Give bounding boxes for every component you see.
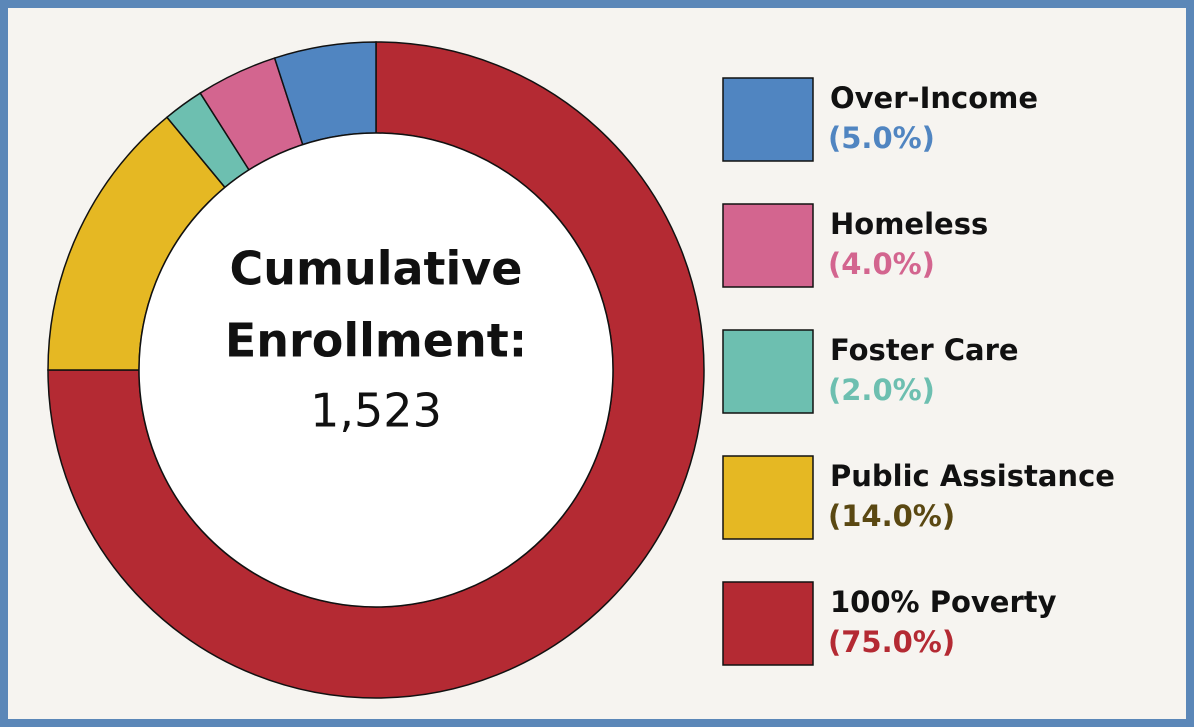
legend-swatch [722, 455, 814, 540]
center-text: Cumulative [230, 242, 523, 296]
donut-hole [138, 132, 614, 608]
value-label: (5.0%) [828, 121, 935, 155]
legend-label: 100% Poverty [830, 585, 1057, 619]
value-label: (75.0%) [828, 625, 955, 659]
legend-label: Over-Income [830, 81, 1038, 115]
legend-label: Foster Care [830, 333, 1019, 367]
legend: Over-Income (5.0%) Homeless (4.0%) Foster Ca… [722, 77, 1115, 666]
value-label: (2.0%) [828, 373, 935, 407]
center-value: 1,523 [310, 384, 442, 438]
legend-swatch [722, 77, 814, 162]
legend-swatch [722, 203, 814, 288]
donut [47, 41, 705, 699]
value-label: (4.0%) [828, 247, 935, 281]
legend-swatch [722, 329, 814, 414]
legend-label: Homeless [830, 207, 988, 241]
value-label: (14.0%) [828, 499, 955, 533]
legend-label: Public Assistance [830, 459, 1115, 493]
legend-swatch [722, 581, 814, 666]
center-text: Enrollment: [225, 314, 527, 368]
